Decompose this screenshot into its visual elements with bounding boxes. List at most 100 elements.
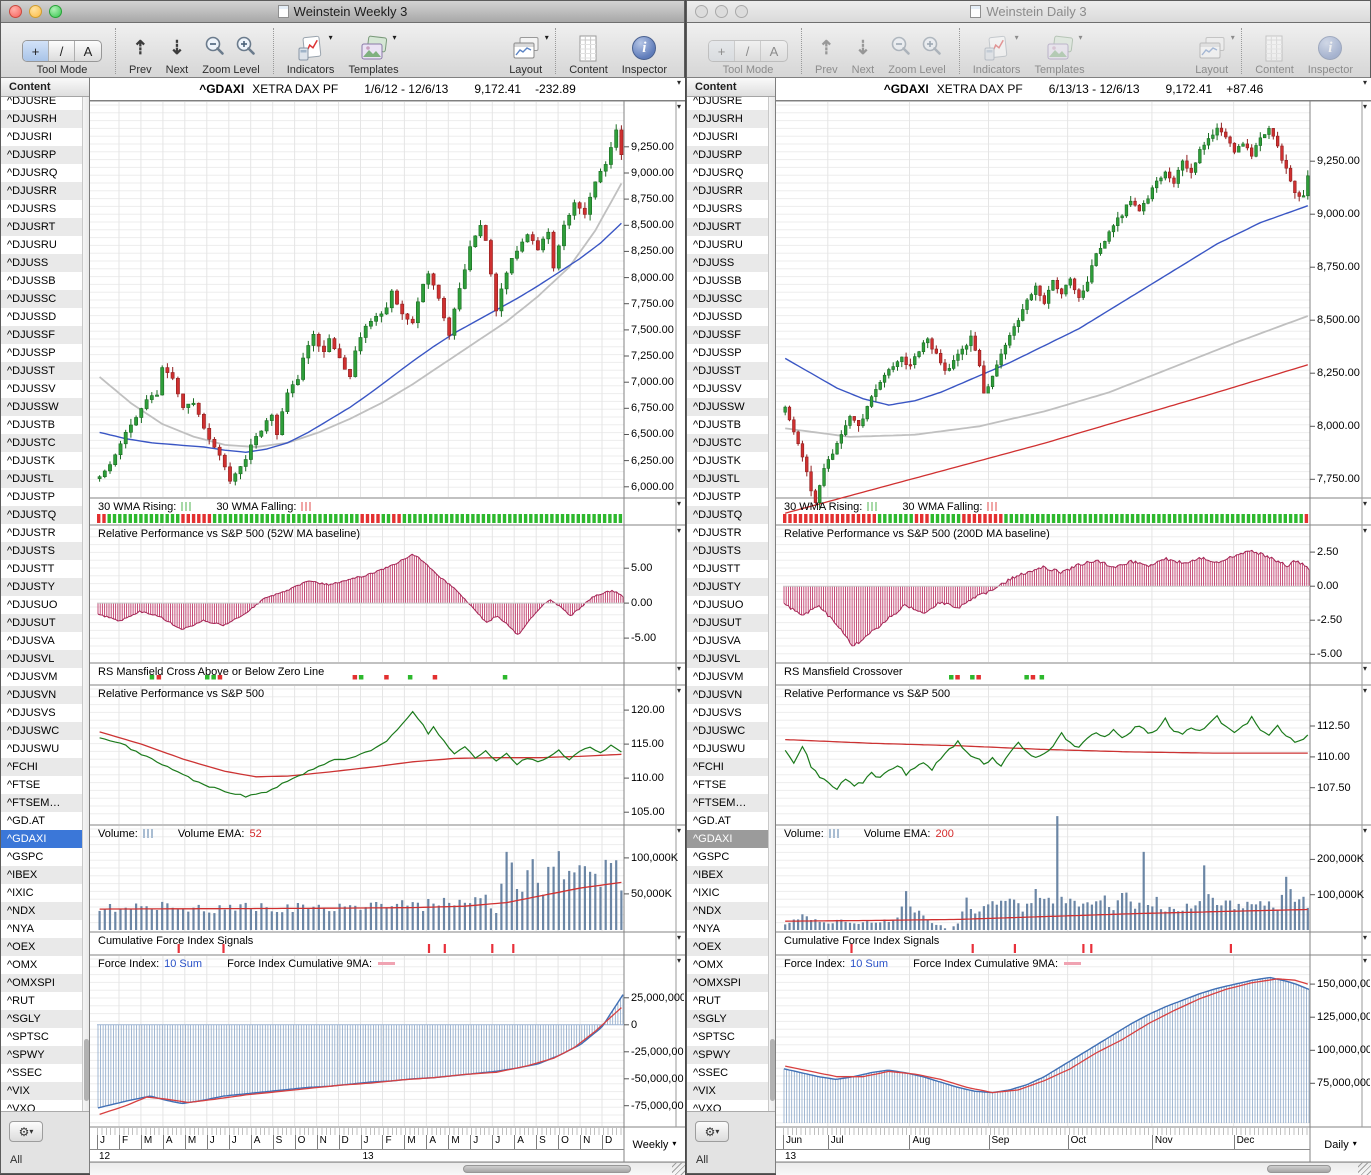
panel-collapse-button[interactable]: ▾: [677, 826, 682, 835]
sidebar-item-djustb[interactable]: ^DJUSTB: [693, 419, 741, 431]
action-menu-button[interactable]: ⚙▾: [9, 1121, 43, 1142]
panel-collapse-button[interactable]: ▾: [1363, 956, 1368, 965]
zoom-in-button[interactable]: [235, 34, 257, 63]
sidebar-item-djuswu[interactable]: ^DJUSWU: [7, 743, 60, 755]
templates-button[interactable]: ▾ Templates: [348, 26, 398, 76]
sidebar-item-vxo[interactable]: ^VXO: [7, 1103, 36, 1111]
sidebar-item-ndx[interactable]: ^NDX: [1, 902, 82, 920]
sidebar-item-djusut[interactable]: ^DJUSUT: [687, 614, 768, 632]
tool-mode-text-button[interactable]: A: [83, 44, 93, 59]
sidebar-item-djusru[interactable]: ^DJUSRU: [7, 239, 57, 251]
sidebar-item-djuswc[interactable]: ^DJUSWC: [687, 722, 768, 740]
sidebar-item-vxo[interactable]: ^VXO: [693, 1103, 722, 1111]
layout-button[interactable]: ▾ Layout: [1195, 26, 1235, 76]
sidebar-item-djusrh[interactable]: ^DJUSRH: [687, 110, 768, 128]
sidebar-item-djusrr[interactable]: ^DJUSRR: [1, 182, 82, 200]
sidebar-item-djusrq[interactable]: ^DJUSRQ: [693, 167, 744, 179]
sidebar-item-djusst[interactable]: ^DJUSST: [687, 362, 768, 380]
horizontal-scrollbar[interactable]: [776, 1162, 1371, 1175]
sidebar-item-djusrh[interactable]: ^DJUSRH: [1, 110, 82, 128]
indicators-button[interactable]: ▾ Indicators: [973, 26, 1021, 76]
templates-button[interactable]: ▾ Templates: [1034, 26, 1084, 76]
zoom-window-button[interactable]: [49, 5, 62, 18]
sidebar-item-djusrs[interactable]: ^DJUSRS: [693, 203, 743, 215]
minimize-button[interactable]: [715, 5, 728, 18]
sidebar-item-djusva[interactable]: ^DJUSVA: [693, 635, 741, 647]
scrollbar-thumb[interactable]: [1267, 1165, 1331, 1173]
sidebar-item-sgly[interactable]: ^SGLY: [1, 1010, 82, 1028]
sidebar-item-djuswu[interactable]: ^DJUSWU: [693, 743, 746, 755]
sidebar-item-djussp[interactable]: ^DJUSSP: [7, 347, 56, 359]
tool-mode-trendline-button[interactable]: /: [735, 41, 761, 61]
next-button[interactable]: ⇣ Next: [166, 26, 189, 77]
sidebar-item-nya[interactable]: ^NYA: [7, 923, 34, 935]
sidebar-item-djustp[interactable]: ^DJUSTP: [693, 491, 741, 503]
sidebar-item-djustq[interactable]: ^DJUSTQ: [687, 506, 768, 524]
panel-collapse-button[interactable]: ▾: [1363, 933, 1368, 942]
sidebar-item-djustq[interactable]: ^DJUSTQ: [1, 506, 82, 524]
sidebar-item-gspc[interactable]: ^GSPC: [7, 851, 44, 863]
sidebar-item-spwy[interactable]: ^SPWY: [687, 1046, 768, 1064]
close-button[interactable]: [695, 5, 708, 18]
panel-collapse-button[interactable]: ▾: [677, 956, 682, 965]
sidebar-item-djustl[interactable]: ^DJUSTL: [687, 470, 768, 488]
sidebar-item-djusrt[interactable]: ^DJUSRT: [687, 218, 768, 236]
sidebar-item-djusty[interactable]: ^DJUSTY: [1, 578, 82, 596]
sidebar-item-ixic[interactable]: ^IXIC: [7, 887, 34, 899]
panel-collapse-button[interactable]: ▾: [1363, 526, 1368, 535]
prev-button[interactable]: ⇡ Prev: [129, 26, 152, 77]
sidebar-item-djuswc[interactable]: ^DJUSWC: [1, 722, 82, 740]
sidebar-item-sptsc[interactable]: ^SPTSC: [693, 1031, 735, 1043]
tool-mode-text-button[interactable]: A: [769, 44, 779, 59]
sidebar-item-djussf[interactable]: ^DJUSSF: [687, 326, 768, 344]
sidebar-item-djusuo[interactable]: ^DJUSUO: [7, 599, 58, 611]
sidebar-item-djusvl[interactable]: ^DJUSVL: [687, 650, 768, 668]
sidebar-item-djusrr[interactable]: ^DJUSRR: [687, 182, 768, 200]
sidebar-item-djustt[interactable]: ^DJUSTT: [693, 563, 741, 575]
sidebar-item-djussv[interactable]: ^DJUSSV: [7, 383, 56, 395]
sidebar-item-gdaxi[interactable]: ^GDAXI: [1, 830, 82, 848]
sidebar-item-djusst[interactable]: ^DJUSST: [1, 362, 82, 380]
sidebar-item-rut[interactable]: ^RUT: [693, 995, 721, 1007]
sidebar-item-oex[interactable]: ^OEX: [687, 938, 768, 956]
sidebar-item-fchi[interactable]: ^FCHI: [687, 758, 768, 776]
sidebar-item-djusts[interactable]: ^DJUSTS: [1, 542, 82, 560]
sidebar-item-vix[interactable]: ^VIX: [687, 1082, 768, 1100]
sidebar-item-djusvs[interactable]: ^DJUSVS: [7, 707, 56, 719]
period-dropdown[interactable]: Weekly ▾: [632, 1139, 677, 1151]
sidebar-scrollbar[interactable]: [82, 97, 89, 1111]
horizontal-scrollbar[interactable]: [90, 1162, 685, 1175]
action-menu-button[interactable]: ⚙▾: [695, 1121, 729, 1142]
chart-area[interactable]: ^GDAXI XETRA DAX PF 1/6/12 - 12/6/13 9,1…: [90, 78, 685, 1175]
panel-collapse-button[interactable]: ▾: [677, 686, 682, 695]
sidebar-item-ftse[interactable]: ^FTSE: [7, 779, 41, 791]
sidebar-item-vix[interactable]: ^VIX: [1, 1082, 82, 1100]
period-dropdown[interactable]: Daily ▾: [1324, 1139, 1357, 1151]
sidebar-item-spwy[interactable]: ^SPWY: [1, 1046, 82, 1064]
content-button[interactable]: Content: [569, 26, 608, 76]
sidebar-item-djussc[interactable]: ^DJUSSC: [687, 290, 768, 308]
sidebar-item-oex[interactable]: ^OEX: [1, 938, 82, 956]
sidebar-item-djustk[interactable]: ^DJUSTK: [7, 455, 55, 467]
sidebar-item-ssec[interactable]: ^SSEC: [7, 1067, 43, 1079]
panel-collapse-button[interactable]: ▾: [1363, 78, 1368, 87]
tool-mode-crosshair-button[interactable]: +: [709, 41, 735, 61]
sidebar-item-djussd[interactable]: ^DJUSSD: [693, 311, 743, 323]
sidebar-item-rut[interactable]: ^RUT: [7, 995, 35, 1007]
inspector-button[interactable]: i Inspector: [622, 26, 667, 76]
sidebar-item-djusrq[interactable]: ^DJUSRQ: [7, 167, 58, 179]
sidebar-item-ixic[interactable]: ^IXIC: [693, 887, 720, 899]
sidebar-item-omx[interactable]: ^OMX: [7, 959, 38, 971]
sidebar-item-djustr[interactable]: ^DJUSTR: [693, 527, 742, 539]
panel-collapse-button[interactable]: ▾: [677, 499, 682, 508]
next-button[interactable]: ⇣ Next: [852, 26, 875, 77]
sidebar-item-djusvm[interactable]: ^DJUSVM: [693, 671, 744, 683]
indicators-button[interactable]: ▾ Indicators: [287, 26, 335, 76]
sidebar-item-djusty[interactable]: ^DJUSTY: [687, 578, 768, 596]
sidebar-item-djusrp[interactable]: ^DJUSRP: [1, 146, 82, 164]
tool-mode-trendline-button[interactable]: /: [49, 41, 75, 61]
sidebar-item-fchi[interactable]: ^FCHI: [1, 758, 82, 776]
sidebar-item-djusvm[interactable]: ^DJUSVM: [7, 671, 58, 683]
sidebar-item-djustt[interactable]: ^DJUSTT: [7, 563, 55, 575]
sidebar-item-ftsem[interactable]: ^FTSEM…: [1, 794, 82, 812]
